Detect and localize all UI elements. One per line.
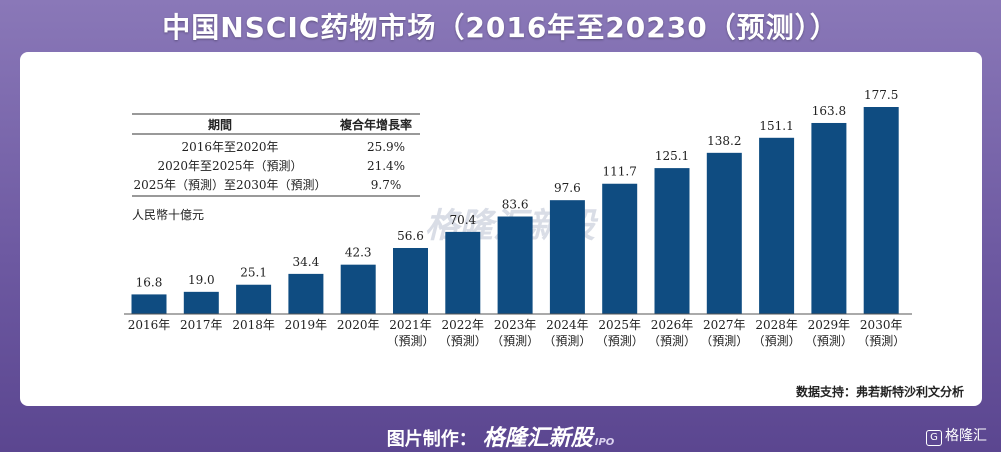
table-cell-cagr: 21.4%: [367, 159, 405, 173]
table-cell-period: 2020年至2025年（預測）: [157, 159, 302, 173]
x-tick-label: 2024年: [546, 318, 589, 332]
bar: [131, 294, 167, 314]
x-tick-label: 2016年: [128, 318, 171, 332]
table-cell-cagr: 25.9%: [367, 140, 405, 154]
bar-value-label: 56.6: [397, 229, 424, 243]
x-tick-label: 2023年: [494, 318, 537, 332]
x-tick-label: 2025年: [598, 318, 641, 332]
x-tick-label: （預測）: [805, 334, 853, 348]
page-title: 中国NSCIC药物市场（2016年至20230（预测））: [162, 11, 839, 44]
bar-value-label: 151.1: [759, 119, 793, 133]
bar-value-label: 16.8: [136, 275, 163, 289]
footer-brand: 格隆汇新股: [482, 426, 593, 451]
x-tick-label: 2028年: [755, 318, 798, 332]
footer-brand-suffix: IPO: [594, 437, 615, 448]
x-tick-label: 2018年: [232, 318, 275, 332]
bar: [706, 152, 742, 314]
corner-logo: G 格隆汇: [926, 425, 987, 446]
bar-value-label: 19.0: [188, 273, 215, 287]
bar-value-label: 177.5: [864, 88, 898, 102]
bar: [340, 264, 376, 314]
logo-icon: G: [926, 430, 942, 446]
x-tick-label: 2026年: [651, 318, 694, 332]
x-tick-label: （預測）: [439, 334, 487, 348]
unit-label: 人民幣十億元: [132, 208, 204, 222]
source-note: 数据支持：弗若斯特沙利文分析: [796, 384, 964, 399]
x-tick-label: 2021年: [389, 318, 432, 332]
bar-value-label: 83.6: [502, 198, 529, 212]
x-tick-label: （預測）: [753, 334, 801, 348]
x-tick-label: （預測）: [857, 334, 905, 348]
bar-value-label: 25.1: [240, 266, 267, 280]
x-tick-label: 2030年: [860, 318, 903, 332]
bar: [445, 231, 481, 314]
x-tick-label: 2019年: [285, 318, 328, 332]
bar: [863, 107, 899, 314]
bar-value-label: 138.2: [707, 134, 741, 148]
bar-value-label: 42.3: [345, 246, 372, 260]
table-header-cagr: 複合年增長率: [339, 117, 412, 132]
chart-card: 格隆汇新股期間複合年增長率2016年至2020年25.9%2020年至2025年…: [20, 52, 982, 406]
bar: [759, 137, 795, 314]
bar: [602, 183, 638, 314]
x-tick-label: 2027年: [703, 318, 746, 332]
bar-chart: 格隆汇新股期間複合年增長率2016年至2020年25.9%2020年至2025年…: [124, 88, 964, 399]
bar: [288, 273, 324, 314]
table-cell-period: 2025年（預測）至2030年（預測）: [133, 178, 326, 192]
bar: [497, 216, 533, 314]
x-tick-label: （預測）: [543, 334, 591, 348]
bar-value-label: 163.8: [812, 104, 846, 118]
x-tick-label: （預測）: [700, 334, 748, 348]
x-tick-label: （預測）: [491, 334, 539, 348]
bar-value-label: 111.7: [603, 165, 637, 179]
bar-value-label: 70.4: [449, 213, 476, 227]
bar: [811, 122, 847, 314]
x-tick-label: 2029年: [808, 318, 851, 332]
bar: [236, 284, 272, 314]
x-tick-label: （預測）: [386, 334, 434, 348]
bar-value-label: 125.1: [655, 149, 689, 163]
bar-value-label: 34.4: [293, 255, 320, 269]
bar: [549, 200, 585, 314]
table-cell-period: 2016年至2020年: [181, 140, 278, 154]
bar: [393, 247, 428, 314]
footer-label: 图片制作：: [386, 429, 477, 450]
table-header-period: 期間: [208, 117, 232, 132]
x-tick-label: 2020年: [337, 318, 380, 332]
table-cell-cagr: 9.7%: [371, 178, 402, 192]
x-tick-label: （預測）: [596, 334, 644, 348]
x-tick-label: 2022年: [442, 318, 485, 332]
bar: [183, 291, 219, 314]
footer-credit: 图片制作： 格隆汇新股 IPO: [0, 420, 1001, 452]
x-tick-label: （預測）: [648, 334, 696, 348]
x-tick-label: 2017年: [180, 318, 223, 332]
corner-logo-text: 格隆汇: [945, 428, 987, 444]
bar-value-label: 97.6: [554, 181, 581, 195]
bar: [654, 168, 690, 314]
